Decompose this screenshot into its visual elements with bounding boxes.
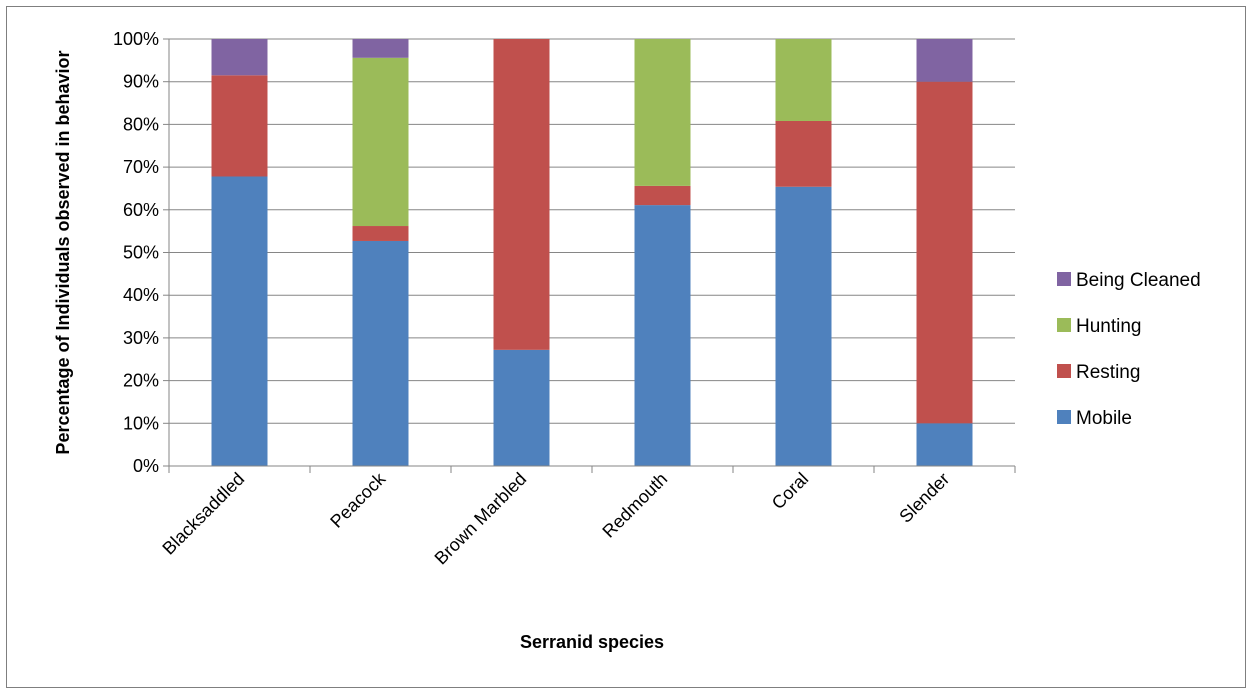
y-tick-label: 100% bbox=[113, 29, 159, 49]
bar-resting bbox=[493, 39, 550, 350]
legend-swatch-mobile bbox=[1057, 410, 1071, 424]
x-axis-title: Serranid species bbox=[520, 632, 664, 652]
y-tick-label: 40% bbox=[123, 285, 159, 305]
legend-label-mobile: Mobile bbox=[1076, 408, 1132, 429]
chart-area: 0% 10% 20% 30% 40% 50% 60% 70% 80% 90% 100% Blacks… bbox=[6, 6, 1246, 688]
bar-mobile bbox=[775, 186, 832, 466]
y-tick-label: 60% bbox=[123, 200, 159, 220]
bar-resting bbox=[211, 75, 268, 177]
legend-swatch-being-cleaned bbox=[1057, 272, 1071, 286]
bar-resting bbox=[775, 120, 832, 187]
x-tick-label: Peacock bbox=[326, 468, 390, 532]
x-tick-label: Brown Marbled bbox=[431, 469, 531, 569]
bar-mobile bbox=[352, 240, 409, 466]
bar-hunting bbox=[775, 39, 832, 121]
bar-being-cleaned bbox=[916, 39, 973, 82]
bar-being-cleaned bbox=[352, 39, 409, 58]
y-tick-label: 70% bbox=[123, 157, 159, 177]
bar-being-cleaned bbox=[211, 39, 268, 76]
bar-mobile bbox=[493, 349, 550, 466]
bar-mobile bbox=[634, 205, 691, 466]
x-tick-label: Blacksaddled bbox=[158, 469, 248, 559]
legend-label-resting: Resting bbox=[1076, 362, 1140, 383]
bar-mobile bbox=[211, 176, 268, 466]
x-tick-label: Coral bbox=[768, 469, 813, 514]
y-tick-label: 30% bbox=[123, 328, 159, 348]
legend-swatch-hunting bbox=[1057, 318, 1071, 332]
x-tick-label: Slender bbox=[895, 469, 953, 527]
legend-swatch-resting bbox=[1057, 364, 1071, 378]
y-axis-title: Percentage of Individuals observed in be… bbox=[53, 50, 73, 454]
bar-hunting bbox=[352, 57, 409, 227]
bar-resting bbox=[916, 81, 973, 424]
gridlines bbox=[163, 38, 1016, 473]
legend-label-being-cleaned: Being Cleaned bbox=[1076, 270, 1201, 291]
bar-mobile bbox=[916, 423, 973, 466]
x-tick-labels: Blacksaddled Peacock Brown Marbled Redmouth… bbox=[158, 468, 953, 568]
legend-label-hunting: Hunting bbox=[1076, 316, 1142, 337]
bars bbox=[211, 39, 973, 466]
y-tick-label: 50% bbox=[123, 243, 159, 263]
y-tick-label: 90% bbox=[123, 72, 159, 92]
y-tick-label: 0% bbox=[133, 456, 159, 476]
legend: Being Cleaned Hunting Resting Mobile bbox=[1057, 270, 1201, 429]
bar-resting bbox=[352, 226, 409, 241]
y-tick-label: 10% bbox=[123, 413, 159, 433]
axes bbox=[168, 39, 1015, 467]
bar-resting bbox=[634, 185, 691, 206]
y-tick-labels: 0% 10% 20% 30% 40% 50% 60% 70% 80% 90% 100% bbox=[113, 29, 159, 476]
bar-hunting bbox=[634, 39, 691, 186]
y-tick-label: 20% bbox=[123, 371, 159, 391]
x-tick-label: Redmouth bbox=[598, 469, 671, 542]
stacked-bar-chart: 0% 10% 20% 30% 40% 50% 60% 70% 80% 90% 100% Blacks… bbox=[53, 29, 1201, 652]
y-tick-label: 80% bbox=[123, 114, 159, 134]
